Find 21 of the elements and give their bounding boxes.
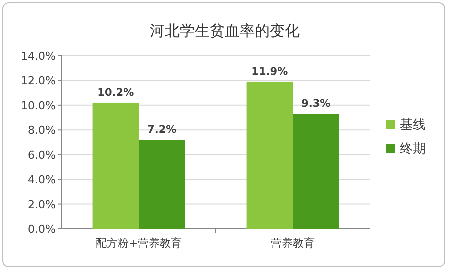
bar [92,102,139,229]
x-tick-label: 配方粉+营养教育 [96,237,182,250]
y-tick-label: 10.0% [21,99,56,112]
data-label: 9.3% [302,98,332,110]
y-tick-label: 4.0% [28,174,56,187]
legend-label: 基线 [400,118,426,133]
bar [139,140,186,229]
bar [246,82,293,229]
y-tick-label: 8.0% [28,124,56,138]
data-label: 10.2% [98,86,135,99]
y-tick-label: 6.0% [28,148,56,162]
legend-label: 终期 [400,142,426,157]
bar [293,114,340,229]
y-tick-label: 14.0% [21,50,56,63]
x-tick-label: 营养教育 [271,237,315,250]
y-tick-label: 0.0% [28,223,56,236]
data-label: 11.9% [252,66,289,78]
y-tick-label: 2.0% [28,198,56,212]
chart-title: 河北学生贫血率的变化 [150,22,300,40]
data-label: 7.2% [148,124,178,136]
y-tick-label: 12.0% [21,74,56,88]
